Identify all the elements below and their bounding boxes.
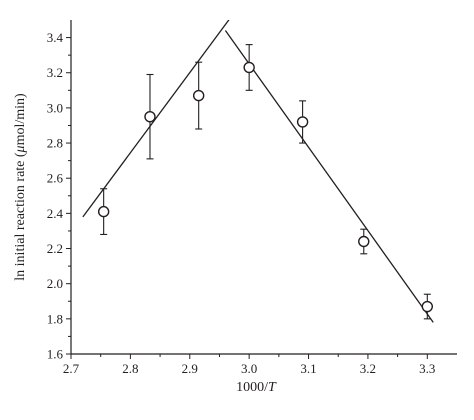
x-axis-title-variable: T <box>268 380 277 395</box>
y-axis-title-suffix: mol/min) <box>13 93 28 145</box>
fit-line <box>82 20 230 218</box>
data-point <box>97 205 110 218</box>
y-tick-label: 3.4 <box>47 30 64 45</box>
x-tick-label: 2.9 <box>182 361 198 376</box>
data-point <box>358 235 370 248</box>
fit-line <box>224 30 434 323</box>
x-tick-label: 2.7 <box>63 361 80 376</box>
y-axis-title-prefix: ln initial reaction rate ( <box>13 152 28 281</box>
y-axis-title-mu: μ <box>13 145 28 153</box>
y-tick-label: 2.4 <box>47 206 64 221</box>
x-tick-label: 3.0 <box>241 361 257 376</box>
fit-lines <box>82 20 434 323</box>
y-tick-label: 2.6 <box>47 171 64 186</box>
y-tick-label: 2.0 <box>47 276 63 291</box>
data-point <box>296 116 309 128</box>
data-point <box>243 61 255 74</box>
y-tick-label: 2.8 <box>47 136 63 151</box>
y-axis-title: ln initial reaction rate (μmol/min) <box>13 93 28 281</box>
y-tick-label: 2.2 <box>47 241 63 256</box>
data-point <box>421 300 434 313</box>
data-markers <box>97 61 434 313</box>
x-tick-label: 3.2 <box>360 361 376 376</box>
y-tick-label: 1.6 <box>47 347 64 362</box>
x-axis: 2.7 2.8 2.9 3.0 3.1 3.2 3.3 <box>63 353 457 376</box>
data-point <box>192 89 205 102</box>
y-tick-label: 3.2 <box>47 65 63 80</box>
x-tick-label: 2.8 <box>122 361 138 376</box>
data-point <box>144 110 156 123</box>
x-axis-title-prefix: 1000/ <box>236 380 268 395</box>
x-tick-label: 3.3 <box>419 361 435 376</box>
y-tick-label: 1.8 <box>47 311 63 326</box>
x-tick-label: 3.1 <box>300 361 316 376</box>
x-axis-title: 1000/T <box>236 380 277 395</box>
y-axis: 1.6 1.8 2.0 2.2 2.4 2.6 2.8 3.0 3.2 3.4 <box>47 20 72 362</box>
plot-area <box>82 20 434 323</box>
y-tick-label: 3.0 <box>47 100 63 115</box>
